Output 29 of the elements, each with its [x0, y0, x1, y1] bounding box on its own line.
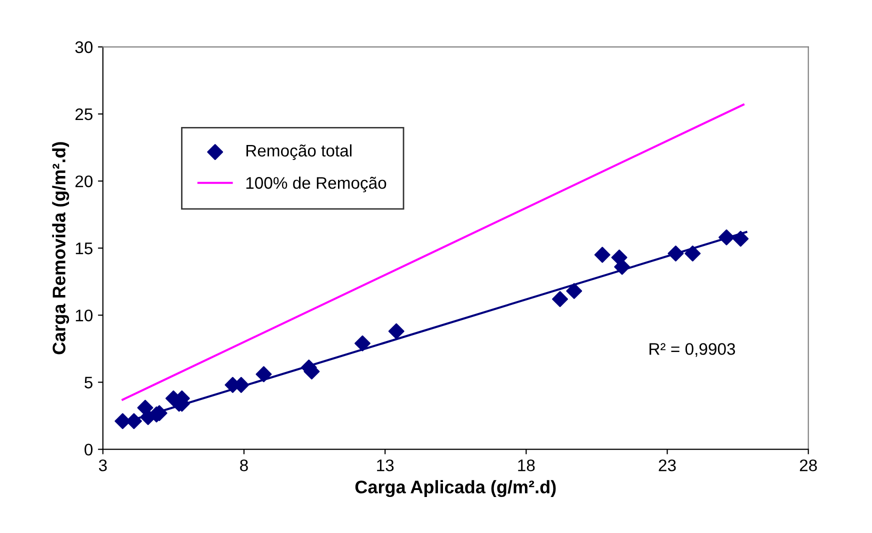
y-tick-label: 10 [76, 310, 93, 322]
x-axis-title: Carga Aplicada (g/m².d) [355, 480, 556, 498]
x-tick-label: 13 [377, 459, 394, 472]
point [566, 283, 582, 300]
point [668, 246, 684, 262]
point [256, 366, 272, 382]
y-tick-label: 30 [75, 41, 93, 54]
point [388, 323, 404, 340]
y-tick-label: 25 [75, 108, 92, 120]
y-axis-title: Carga Removida (g/m².d) [52, 142, 70, 354]
x-tick-label: 3 [98, 459, 107, 472]
x-tick-label: 18 [518, 459, 535, 472]
legend-label: 100% de Remoção [246, 176, 386, 192]
annotation: R² = 0,9903 [650, 343, 736, 357]
legend-label: Remoção total [246, 144, 352, 160]
point [732, 230, 749, 247]
y-tick-label: 0 [84, 444, 93, 456]
point [718, 229, 734, 246]
point [552, 291, 568, 308]
point [684, 246, 701, 262]
y-tick-label: 20 [75, 175, 93, 188]
y-tick-label: 15 [76, 242, 92, 254]
x-tick-label: 8 [240, 459, 248, 472]
point [614, 258, 630, 275]
y-tick-label: 5 [84, 376, 92, 388]
x-tick-label: 28 [800, 459, 817, 472]
x-tick-label: 23 [658, 459, 676, 472]
point [354, 335, 370, 352]
point [594, 246, 610, 263]
